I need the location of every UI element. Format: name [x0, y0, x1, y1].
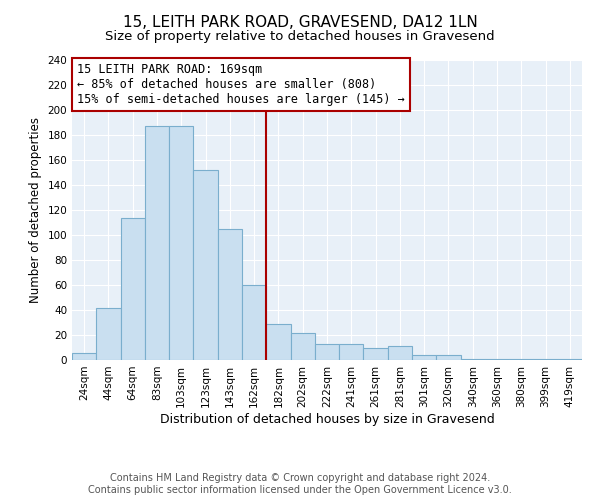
Bar — [121, 218, 145, 360]
Bar — [461, 359, 485, 360]
Bar — [533, 359, 558, 360]
Bar — [145, 126, 169, 360]
Y-axis label: Number of detached properties: Number of detached properties — [29, 117, 42, 303]
Bar — [72, 352, 96, 360]
Text: 15, LEITH PARK ROAD, GRAVESEND, DA12 1LN: 15, LEITH PARK ROAD, GRAVESEND, DA12 1LN — [122, 15, 478, 30]
Bar — [339, 344, 364, 360]
Text: Size of property relative to detached houses in Gravesend: Size of property relative to detached ho… — [105, 30, 495, 43]
Bar — [290, 332, 315, 360]
X-axis label: Distribution of detached houses by size in Gravesend: Distribution of detached houses by size … — [160, 412, 494, 426]
Text: 15 LEITH PARK ROAD: 169sqm
← 85% of detached houses are smaller (808)
15% of sem: 15 LEITH PARK ROAD: 169sqm ← 85% of deta… — [77, 63, 405, 106]
Bar — [266, 324, 290, 360]
Bar — [315, 344, 339, 360]
Bar — [96, 308, 121, 360]
Bar — [242, 285, 266, 360]
Text: Contains HM Land Registry data © Crown copyright and database right 2024.
Contai: Contains HM Land Registry data © Crown c… — [88, 474, 512, 495]
Bar — [509, 359, 533, 360]
Bar — [485, 359, 509, 360]
Bar — [218, 229, 242, 360]
Bar — [388, 346, 412, 360]
Bar — [193, 170, 218, 360]
Bar — [412, 355, 436, 360]
Bar — [558, 359, 582, 360]
Bar — [169, 126, 193, 360]
Bar — [364, 348, 388, 360]
Bar — [436, 355, 461, 360]
